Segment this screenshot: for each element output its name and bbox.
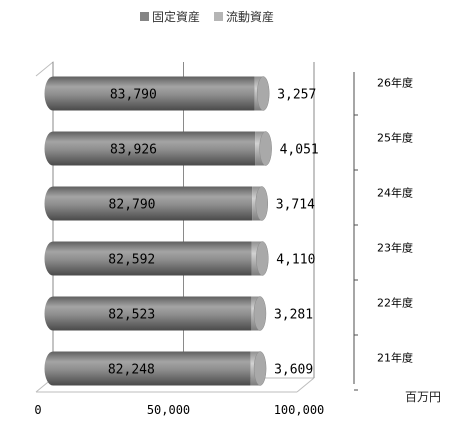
legend-label-fixed: 固定資産 (152, 10, 201, 24)
value-label-current: 3,714 (276, 198, 315, 213)
legend-item-fixed: 固定資産 (140, 8, 200, 25)
value-label-fixed: 82,790 (109, 198, 156, 213)
labels-group: 83,790 3,257 26年度 83,926 4,051 25年度 82,790 3,71… (108, 76, 413, 378)
bar-end-cap (255, 186, 269, 221)
category-label: 24年度 (377, 186, 413, 200)
bar-end-cap (256, 76, 270, 111)
bar-end-cap (259, 131, 272, 166)
bar-fixed-assets (44, 296, 252, 331)
bar-fixed-assets (44, 186, 253, 221)
category-label: 22年度 (377, 296, 413, 310)
legend-item-current: 流動資産 (214, 8, 274, 25)
bar-fixed-assets (44, 131, 256, 166)
legend-label-current: 流動資産 (226, 10, 275, 24)
floor-right-edge (296, 377, 315, 393)
value-label-fixed: 83,790 (110, 88, 157, 103)
left-wall (35, 60, 54, 393)
legend: 固定資産 流動資産 (140, 8, 274, 25)
value-label-current: 3,609 (274, 363, 313, 378)
value-label-fixed: 82,523 (108, 308, 155, 323)
value-label-current: 3,281 (274, 308, 313, 323)
x-tick-label: 100,000 (274, 403, 325, 417)
value-label-current: 4,051 (280, 143, 319, 158)
value-label-fixed: 82,592 (108, 253, 155, 268)
x-tick-label: 0 (34, 403, 41, 417)
category-label: 25年度 (377, 131, 413, 145)
value-label-current: 3,257 (277, 88, 316, 103)
bar-fixed-assets (44, 351, 251, 386)
value-label-current: 4,110 (276, 253, 315, 268)
category-label: 23年度 (377, 241, 413, 255)
bars-group (44, 76, 272, 386)
value-label-fixed: 83,926 (110, 143, 157, 158)
category-label: 26年度 (377, 76, 413, 90)
legend-swatch-fixed (140, 12, 149, 21)
bar-end-cap (256, 241, 269, 276)
bar-fixed-assets (44, 76, 255, 111)
x-tick-label: 50,000 (147, 403, 190, 417)
bar-end-cap (253, 351, 267, 386)
bar-end-cap (253, 296, 267, 331)
bar-fixed-assets (44, 241, 252, 276)
category-label: 21年度 (377, 351, 413, 365)
unit-label: 百万円 (405, 390, 442, 404)
value-label-fixed: 82,248 (108, 363, 155, 378)
legend-swatch-current (214, 12, 224, 21)
